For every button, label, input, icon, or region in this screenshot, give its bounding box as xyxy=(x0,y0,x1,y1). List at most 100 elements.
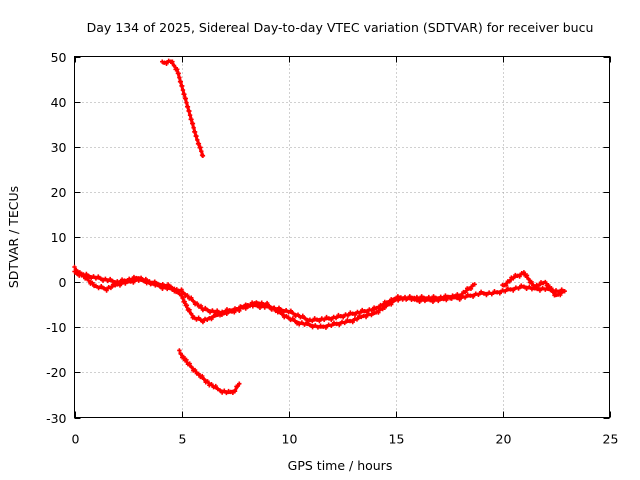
data-point xyxy=(452,294,458,300)
data-point xyxy=(227,308,232,313)
tick-labels: 0 5 10 15 20 25 -30 -20 -10 0 10 20 30 40 50 xyxy=(46,50,618,447)
data-point xyxy=(305,318,310,324)
data-point xyxy=(299,320,305,325)
data-point xyxy=(274,307,279,312)
data-point xyxy=(224,307,230,312)
data-point xyxy=(450,293,455,298)
data-point xyxy=(232,310,237,315)
data-point xyxy=(342,320,347,326)
data-point xyxy=(79,271,84,277)
data-point xyxy=(182,299,187,304)
data-point xyxy=(519,283,524,288)
data-point xyxy=(74,271,80,276)
data-point xyxy=(508,287,513,292)
data-point xyxy=(179,287,184,292)
data-point xyxy=(307,322,313,328)
data-point xyxy=(131,280,136,285)
data-point xyxy=(444,297,449,303)
data-point xyxy=(468,286,474,292)
data-point xyxy=(376,306,381,311)
data-point xyxy=(96,274,101,279)
data-point xyxy=(526,276,531,282)
data-point xyxy=(524,273,530,278)
data-point xyxy=(155,281,160,287)
data-point xyxy=(237,381,242,386)
data-point xyxy=(103,276,108,282)
grid-lines xyxy=(74,56,610,418)
data-point xyxy=(198,145,203,150)
data-point xyxy=(440,296,446,301)
data-point xyxy=(176,289,182,294)
data-point xyxy=(86,278,91,283)
data-point xyxy=(529,279,534,285)
data-point xyxy=(160,281,165,287)
data-point xyxy=(110,278,115,284)
data-point xyxy=(276,305,282,311)
data-point xyxy=(486,290,492,295)
data-point xyxy=(445,294,451,300)
data-point xyxy=(200,153,206,158)
data-point xyxy=(367,307,372,312)
x-tick-label: 0 xyxy=(72,432,80,447)
series-upper-branch xyxy=(160,58,206,158)
y-tick-label: -10 xyxy=(46,320,66,335)
data-point xyxy=(310,324,315,330)
data-point xyxy=(224,311,229,316)
y-tick-label: 30 xyxy=(51,140,67,155)
data-point xyxy=(345,317,350,323)
data-point xyxy=(257,305,263,310)
y-tick-label: 40 xyxy=(51,95,67,110)
data-point xyxy=(172,289,177,294)
data-point xyxy=(331,320,337,326)
data-point xyxy=(201,376,207,382)
data-point xyxy=(190,121,196,126)
data-point xyxy=(178,351,183,357)
data-point xyxy=(354,317,360,322)
data-point xyxy=(194,301,200,306)
data-point xyxy=(182,92,187,97)
data-point xyxy=(333,315,339,321)
data-point xyxy=(329,317,334,323)
data-point xyxy=(185,293,190,298)
data-point xyxy=(431,294,436,299)
data-point xyxy=(336,312,341,318)
data-point xyxy=(398,295,403,301)
data-point xyxy=(165,286,170,292)
data-point xyxy=(407,294,412,299)
data-point xyxy=(177,348,182,353)
data-point xyxy=(283,307,289,313)
data-point xyxy=(402,294,408,300)
data-point xyxy=(530,283,536,288)
data-point xyxy=(170,59,175,64)
data-point xyxy=(313,323,318,328)
data-point xyxy=(361,313,366,319)
data-point xyxy=(205,308,210,313)
data-point xyxy=(465,292,470,297)
data-point xyxy=(281,309,286,315)
data-point xyxy=(213,383,218,389)
data-point xyxy=(136,277,141,282)
data-point xyxy=(540,285,545,291)
x-tick-label: 15 xyxy=(389,432,405,447)
data-point xyxy=(164,61,169,66)
data-point xyxy=(143,276,149,282)
data-point xyxy=(521,270,527,275)
data-point xyxy=(241,304,246,310)
data-point xyxy=(184,100,189,105)
series-late-trace xyxy=(500,270,567,298)
data-point xyxy=(146,279,151,284)
data-point xyxy=(250,304,256,309)
data-point xyxy=(99,283,104,289)
data-point xyxy=(421,295,427,301)
data-point xyxy=(321,324,326,329)
data-point xyxy=(141,278,146,283)
data-point xyxy=(414,294,420,300)
chart-title: Day 134 of 2025, Sidereal Day-to-day VTE… xyxy=(87,20,594,35)
data-point xyxy=(405,296,410,301)
x-tick-label: 25 xyxy=(603,432,619,447)
data-point xyxy=(447,296,453,301)
data-point xyxy=(262,305,267,310)
data-point xyxy=(318,323,323,328)
data-point xyxy=(339,319,345,325)
